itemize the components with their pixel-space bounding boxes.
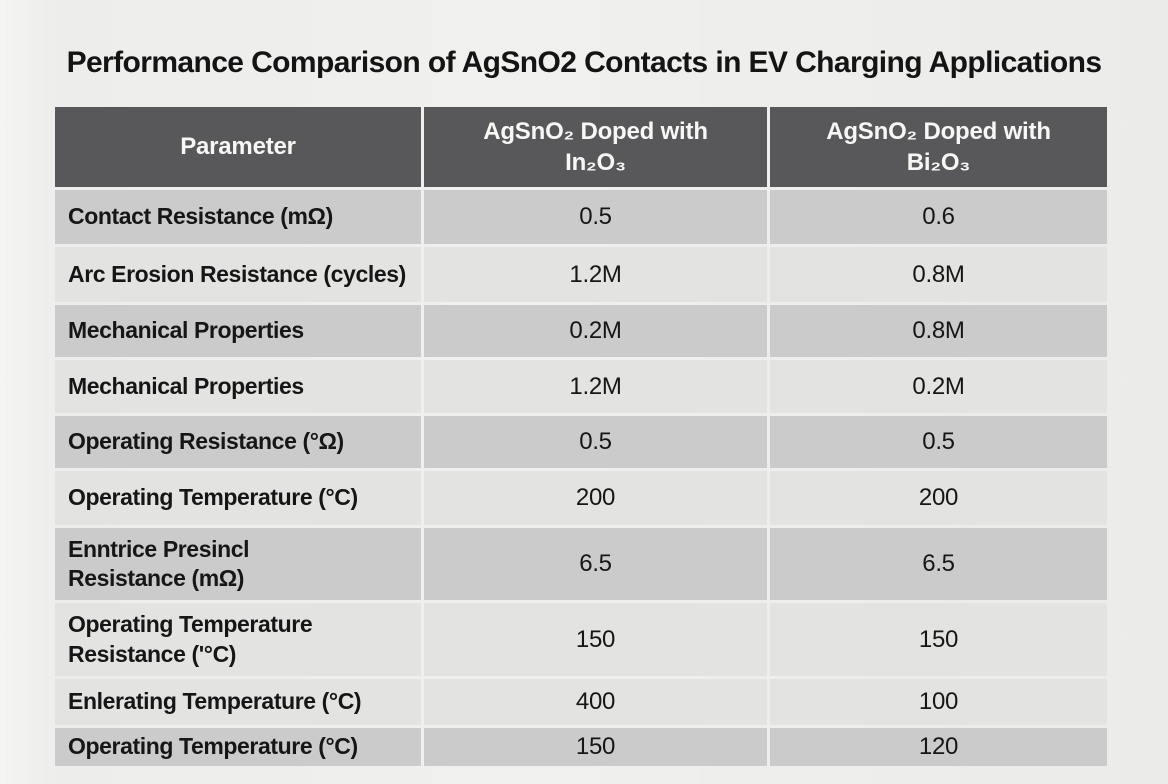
row-label: Arc Erosion Resistance (cycles) [55, 247, 421, 302]
value-cell: 1.2M [424, 360, 767, 413]
row-label: Operating Temperature (°C) [55, 471, 421, 525]
header-cell-bi2o3: AgSnO₂ Doped with Bi₂O₃ [770, 107, 1107, 187]
value-cell: 120 [770, 728, 1107, 766]
header-cell-parameter: Parameter [55, 107, 421, 187]
table-row-enlerating-temperature: Enlerating Temperature (°C) 400 100 [55, 679, 1107, 725]
table-row-operating-resistance: Operating Resistance (°Ω) 0.5 0.5 [55, 416, 1107, 468]
value-cell: 6.5 [424, 528, 767, 600]
value-cell: 100 [770, 679, 1107, 725]
table-row-operating-temperature-1: Operating Temperature (°C) 200 200 [55, 471, 1107, 525]
table-row-contact-resistance: Contact Resistance (mΩ) 0.5 0.6 [55, 190, 1107, 244]
value-cell: 0.8M [770, 305, 1107, 357]
table-header-row: Parameter AgSnO₂ Doped with In₂O₃ AgSnO₂… [55, 107, 1107, 187]
value-cell: 0.2M [770, 360, 1107, 413]
table-row-operating-temperature-resistance: Operating Temperature Resistance ('°C) 1… [55, 603, 1107, 676]
value-cell: 0.5 [770, 416, 1107, 468]
table-row-arc-erosion: Arc Erosion Resistance (cycles) 1.2M 0.8… [55, 247, 1107, 302]
value-cell: 150 [424, 728, 767, 766]
value-cell: 6.5 [770, 528, 1107, 600]
row-label: Operating Temperature (°C) [55, 728, 421, 766]
value-cell: 0.6 [770, 190, 1107, 244]
comparison-table: Parameter AgSnO₂ Doped with In₂O₃ AgSnO₂… [55, 107, 1107, 766]
row-label: Operating Resistance (°Ω) [55, 416, 421, 468]
value-cell: 0.8M [770, 247, 1107, 302]
page-title: Performance Comparison of AgSnO2 Contact… [66, 46, 1102, 79]
value-cell: 1.2M [424, 247, 767, 302]
table-row-mechanical-properties-1: Mechanical Properties 0.2M 0.8M [55, 305, 1107, 357]
row-label: Mechanical Properties [55, 305, 421, 357]
value-cell: 150 [424, 603, 767, 676]
table-row-enntrice-presincl: Enntrice Presincl Resistance (mΩ) 6.5 6.… [55, 528, 1107, 600]
value-cell: 0.2M [424, 305, 767, 357]
value-cell: 150 [770, 603, 1107, 676]
row-label: Operating Temperature Resistance ('°C) [55, 603, 421, 676]
value-cell: 200 [770, 471, 1107, 525]
row-label: Enlerating Temperature (°C) [55, 679, 421, 725]
table-row-operating-temperature-2: Operating Temperature (°C) 150 120 [55, 728, 1107, 766]
row-label: Contact Resistance (mΩ) [55, 190, 421, 244]
value-cell: 0.5 [424, 190, 767, 244]
row-label: Mechanical Properties [55, 360, 421, 413]
header-cell-in2o3: AgSnO₂ Doped with In₂O₃ [424, 107, 767, 187]
row-label: Enntrice Presincl Resistance (mΩ) [55, 528, 421, 600]
value-cell: 400 [424, 679, 767, 725]
table-row-mechanical-properties-2: Mechanical Properties 1.2M 0.2M [55, 360, 1107, 413]
value-cell: 0.5 [424, 416, 767, 468]
value-cell: 200 [424, 471, 767, 525]
